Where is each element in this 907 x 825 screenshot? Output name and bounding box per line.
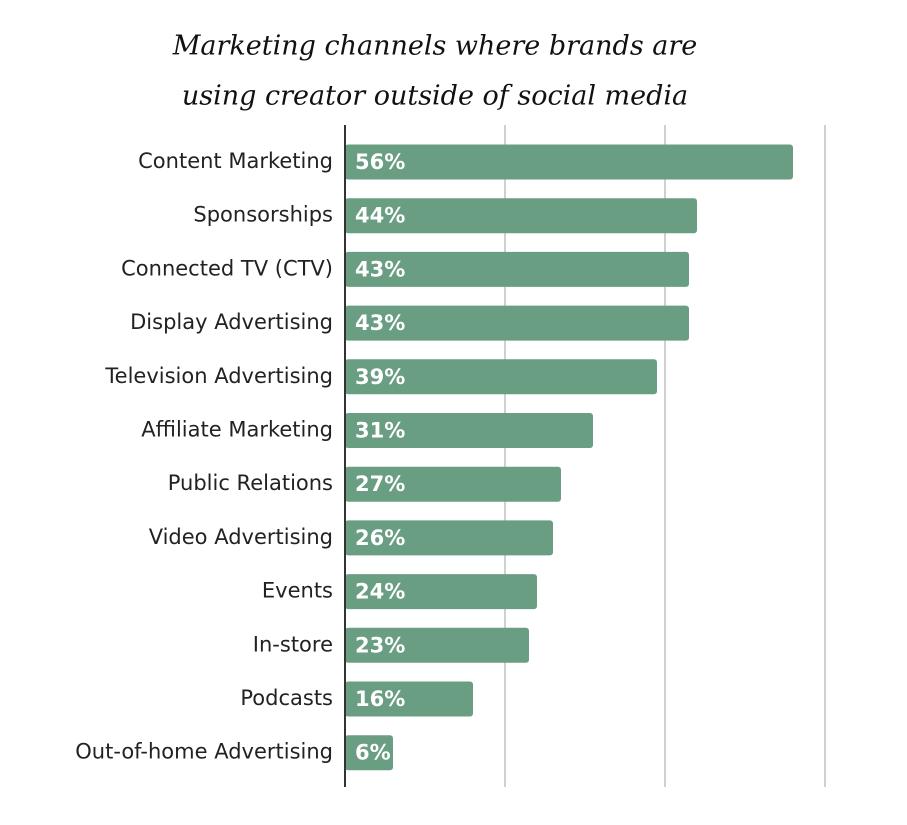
bar xyxy=(345,627,529,663)
bar xyxy=(345,520,553,556)
y-tick-label: In-store xyxy=(253,632,333,656)
bar xyxy=(345,681,473,717)
y-tick-label: Events xyxy=(262,579,333,603)
data-label: 27% xyxy=(355,472,405,496)
data-label: 43% xyxy=(355,311,405,335)
y-tick-label: Public Relations xyxy=(168,471,333,495)
y-tick-label: Connected TV (CTV) xyxy=(121,256,333,280)
data-label: 6% xyxy=(355,741,391,765)
y-tick-label: Television Advertising xyxy=(104,364,333,388)
data-label: 31% xyxy=(355,419,405,443)
chart-title: Marketing channels where brands are xyxy=(172,31,698,62)
data-label: 39% xyxy=(355,365,405,389)
y-tick-label: Out-of-home Advertising xyxy=(75,740,333,764)
bar xyxy=(345,466,561,502)
bar xyxy=(345,359,657,395)
data-label: 23% xyxy=(355,633,405,657)
bar xyxy=(345,144,793,180)
bar xyxy=(345,305,689,341)
y-tick-label: Sponsorships xyxy=(193,203,333,227)
bar xyxy=(345,198,697,234)
chart-title: using creator outside of social media xyxy=(182,81,688,112)
data-label: 43% xyxy=(355,257,405,281)
y-tick-label: Video Advertising xyxy=(149,525,333,549)
y-tick-label: Content Marketing xyxy=(138,149,333,173)
y-tick-label: Podcasts xyxy=(240,686,333,710)
data-label: 56% xyxy=(355,150,405,174)
y-tick-label: Affiliate Marketing xyxy=(141,418,333,442)
y-tick-label: Display Advertising xyxy=(130,310,333,334)
bar xyxy=(345,413,593,448)
bar xyxy=(345,735,393,771)
data-label: 26% xyxy=(355,526,405,550)
data-label: 24% xyxy=(355,580,405,604)
bar xyxy=(345,574,537,610)
bar xyxy=(345,251,689,287)
data-label: 16% xyxy=(355,687,405,711)
data-label: 44% xyxy=(355,204,405,228)
